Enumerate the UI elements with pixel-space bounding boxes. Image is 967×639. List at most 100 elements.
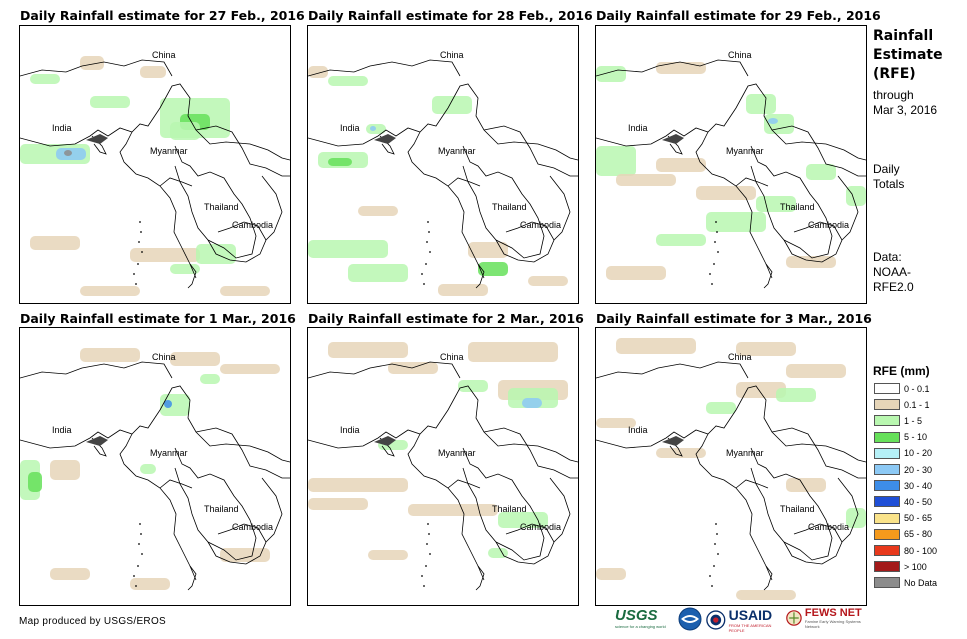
rainfall-patch (768, 118, 778, 124)
island-dot (137, 263, 139, 265)
legend-item: 80 - 100 (874, 543, 937, 558)
sidebar-title-line2: Estimate (873, 47, 943, 63)
island-dot (140, 533, 142, 535)
island-dot (717, 553, 719, 555)
rainfall-patch (28, 472, 42, 492)
country-border (483, 427, 578, 479)
legend-label: 0.1 - 1 (904, 399, 930, 410)
legend-label: 80 - 100 (904, 545, 938, 556)
island-dot (135, 283, 137, 285)
island-dot (139, 523, 141, 525)
legend-label: 65 - 80 (904, 529, 933, 540)
island-dot (428, 231, 430, 233)
country-border (771, 125, 866, 177)
legend-swatch (874, 431, 900, 443)
legend-item: 20 - 30 (874, 462, 932, 477)
usgs-logo: USGS science for a changing world (615, 607, 675, 633)
panel-title-4: Daily Rainfall estimate for 1 Mar., 2016 (20, 311, 296, 326)
island-dot (709, 575, 711, 577)
island-dot (711, 283, 713, 285)
usgs-logo-text: USGS (615, 607, 658, 624)
river-delta (374, 436, 396, 446)
river-delta (662, 134, 684, 144)
rainfall-patch (80, 56, 104, 70)
rainfall-patch (596, 418, 636, 428)
usaid-logo-text: USAID (728, 607, 773, 623)
rainfall-patch (50, 568, 90, 580)
country-border (308, 59, 461, 77)
country-border (763, 263, 773, 289)
rainfall-patch (488, 548, 508, 558)
sidebar-data-label: Data: (873, 250, 902, 264)
country-border (174, 145, 257, 259)
river-delta (662, 436, 684, 446)
legend-label: 10 - 20 (904, 448, 933, 459)
rainfall-patch (200, 374, 220, 384)
island-dot (429, 251, 431, 253)
country-border (20, 361, 173, 379)
country-border (475, 263, 485, 289)
legend-swatch (874, 545, 900, 556)
country-border (475, 565, 485, 591)
map-svg: China India Myanmar Thailand Cambodia (20, 50, 290, 296)
legend-swatch (874, 577, 900, 589)
rainfall-patch (308, 478, 408, 492)
legend-swatch (874, 447, 900, 459)
rainfall-patch (786, 256, 836, 268)
legend-item: No Data (874, 575, 937, 590)
country-border (447, 479, 481, 489)
island-dot (425, 263, 427, 265)
panel-title-3: Daily Rainfall estimate for 29 Feb., 201… (596, 8, 881, 23)
island-dot (137, 565, 139, 567)
island-dot (140, 231, 142, 233)
country-border (20, 385, 290, 463)
country-border (495, 523, 555, 565)
country-border (596, 59, 749, 77)
country-border (750, 145, 833, 259)
rainfall-map-6: China India Myanmar Thailand Cambodia (595, 327, 867, 606)
map-label-myanmar: Myanmar (726, 146, 764, 156)
rainfall-patch (656, 234, 706, 246)
rainfall-patch (30, 74, 60, 84)
island-dot (716, 231, 718, 233)
fews-net-logo: FEWS NET Famine Early Warning Systems Ne… (786, 607, 862, 633)
legend-swatch (874, 496, 900, 508)
island-dot (425, 565, 427, 567)
map-label-thailand: Thailand (780, 202, 815, 212)
map-label-thailand: Thailand (492, 504, 527, 514)
river-delta (86, 436, 108, 446)
usaid-logo-tagline: FROM THE AMERICAN PEOPLE (728, 623, 772, 633)
map-label-cambodia: Cambodia (232, 522, 273, 532)
rainfall-patch (130, 578, 170, 590)
map-credit: Map produced by USGS/EROS (19, 616, 167, 627)
rainfall-patch (606, 266, 666, 280)
country-border (308, 361, 461, 379)
island-dot (421, 575, 423, 577)
sidebar-info: Rainfall Estimate (RFE) through Mar 3, 2… (873, 27, 965, 295)
country-border (596, 83, 866, 161)
rainfall-patch (696, 186, 756, 200)
rainfall-patch (140, 66, 166, 78)
sidebar-data-source1: NOAA- (873, 265, 912, 279)
rainfall-patch (50, 460, 80, 480)
rainfall-patch (706, 402, 736, 414)
island-dot (423, 283, 425, 285)
legend-item: 50 - 65 (874, 511, 932, 526)
fews-net-logo-tagline: Famine Early Warning Systems Network (804, 619, 861, 629)
rainfall-patch (170, 352, 220, 366)
legend-swatch (874, 480, 900, 492)
map-svg: China India Myanmar Thailand Cambodia (308, 342, 578, 591)
rainfall-patch (80, 286, 140, 296)
country-border (783, 523, 843, 565)
legend-item: 40 - 50 (874, 494, 932, 509)
rainfall-patch (806, 164, 836, 180)
country-border (308, 83, 578, 161)
island-dot (426, 543, 428, 545)
country-border (837, 477, 859, 543)
legend-label: > 100 (904, 561, 927, 572)
rainfall-patch (368, 550, 408, 560)
legend-label: 50 - 65 (904, 513, 933, 524)
map-label-india: India (628, 123, 648, 133)
rainfall-patch (366, 124, 386, 134)
country-border (549, 477, 571, 543)
